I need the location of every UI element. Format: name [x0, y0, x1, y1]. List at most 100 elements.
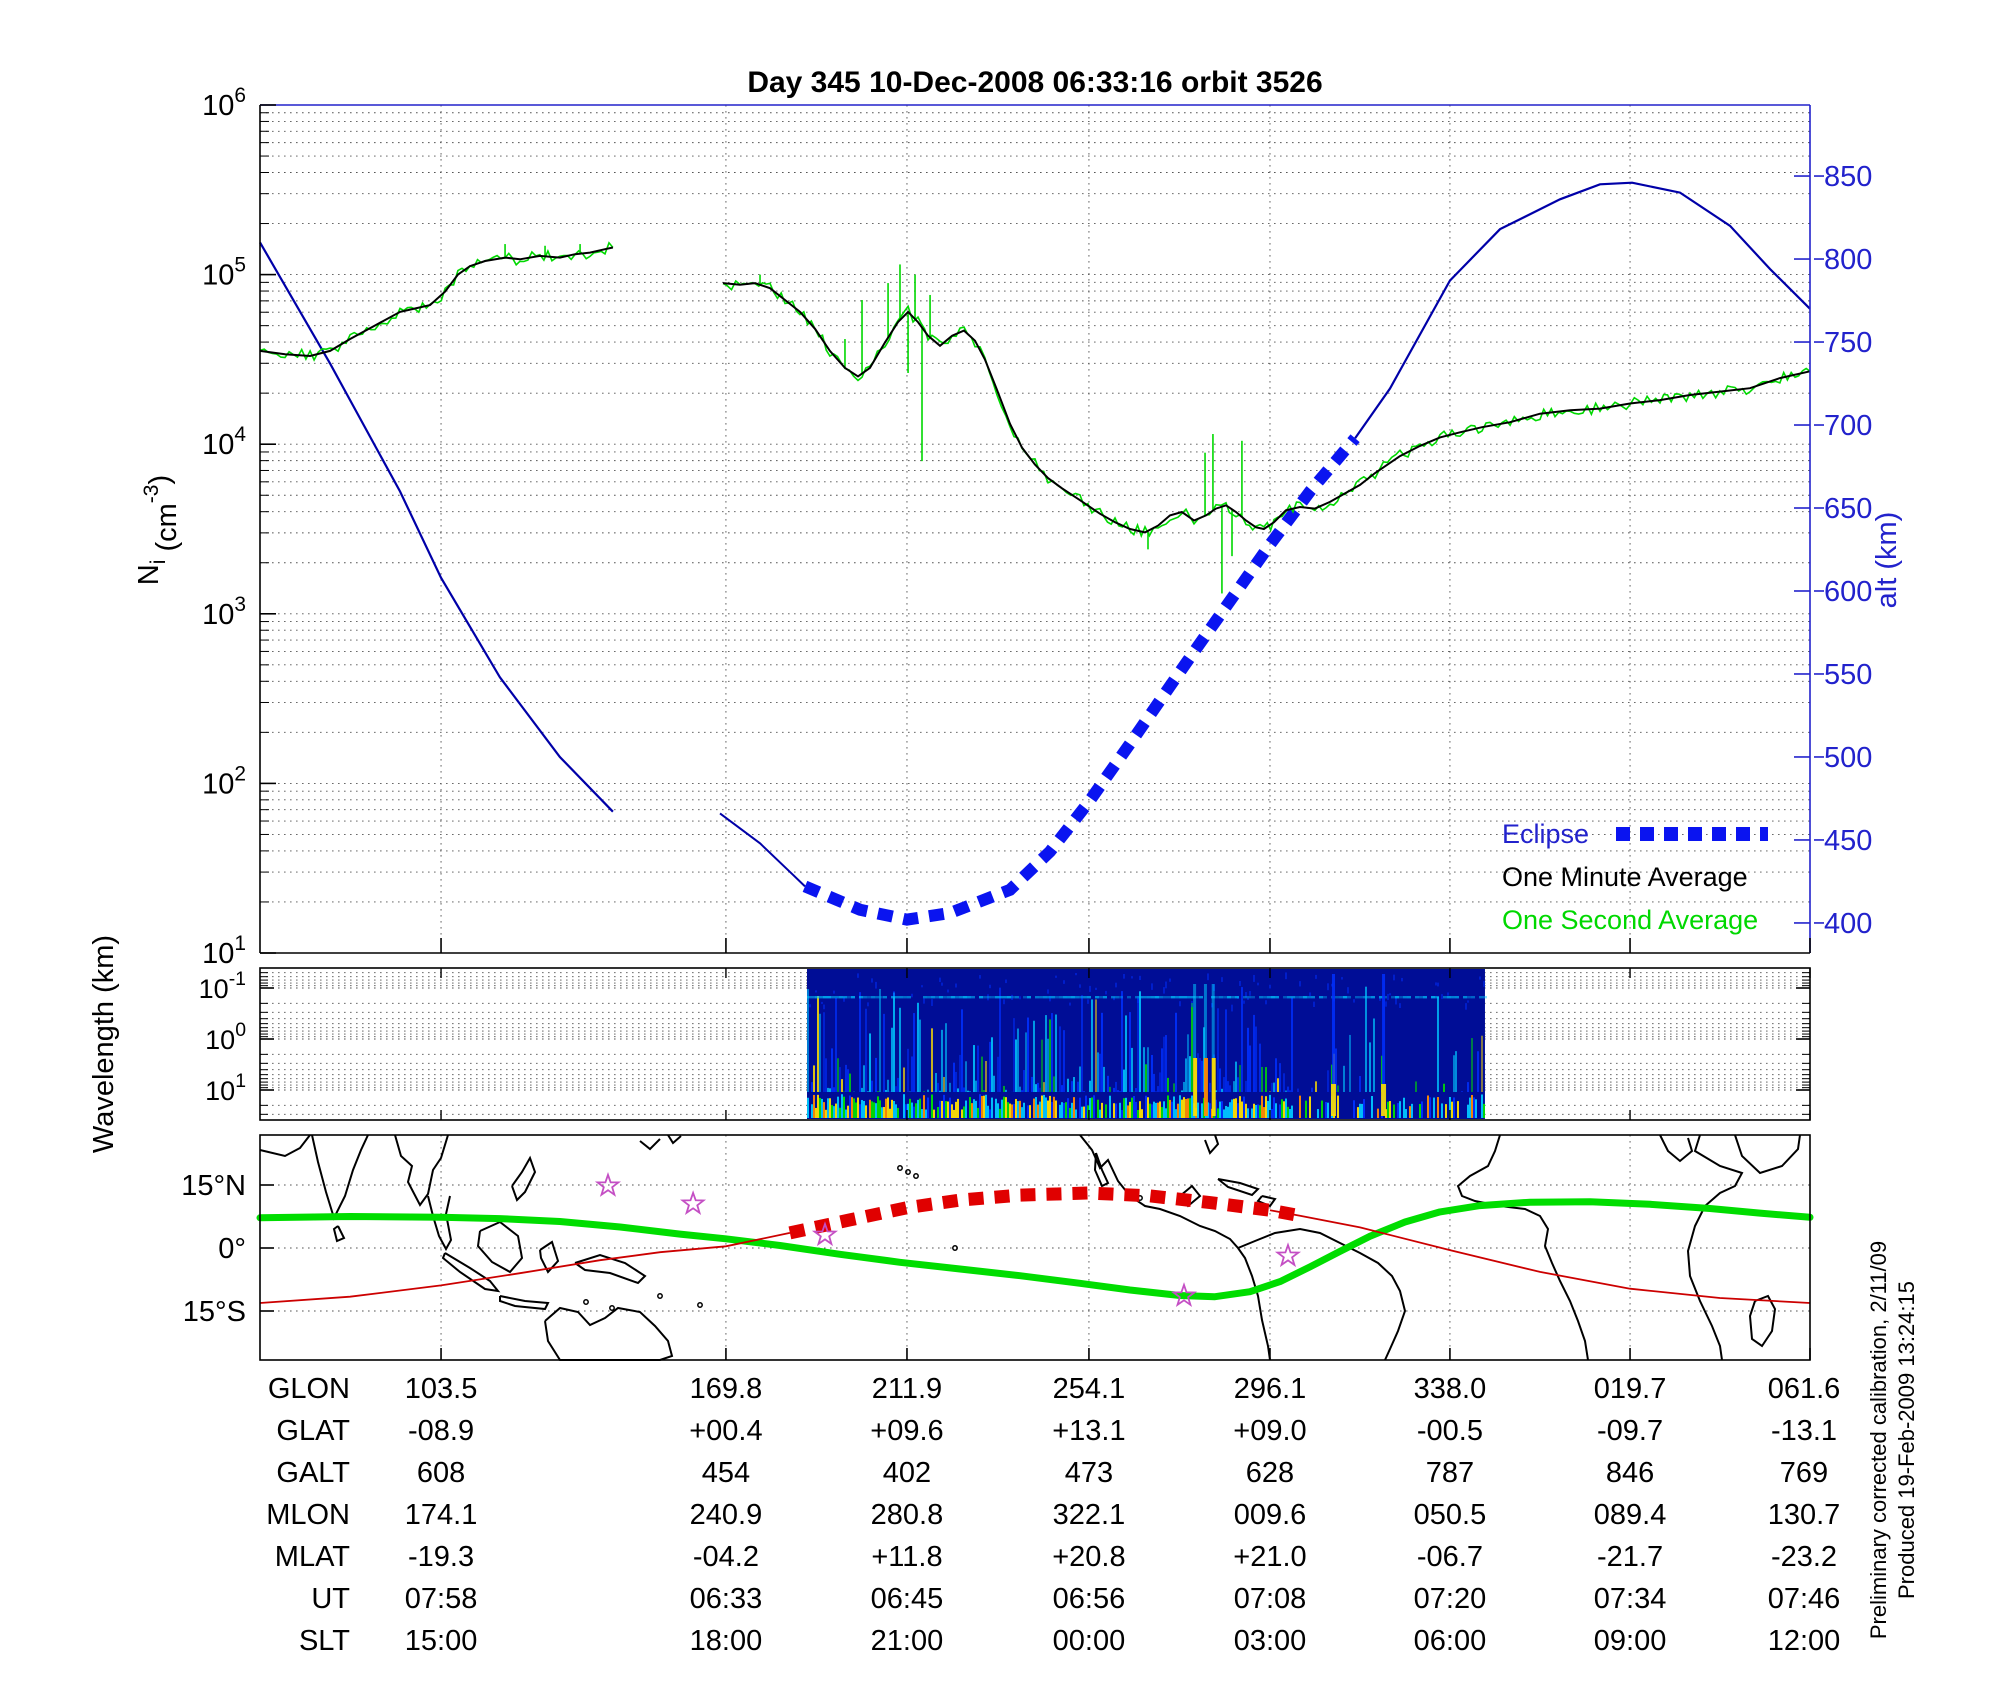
spec-streak: [1090, 999, 1093, 1092]
spec-streak: [1164, 1035, 1167, 1092]
spec-row-line: [1250, 996, 1255, 999]
spec-streak: [1144, 1095, 1147, 1118]
spec-row-line: [1226, 996, 1231, 999]
spec-row-line: [1366, 996, 1371, 999]
spec-streak: [1128, 1012, 1131, 1092]
spec-streak: [982, 1090, 985, 1092]
spec-streak: [882, 1106, 885, 1118]
spec-streak: [1158, 1072, 1161, 1092]
spec-speckle: [1378, 998, 1381, 1001]
spec-streak: [1082, 1090, 1085, 1092]
spec-streak: [1270, 1108, 1273, 1118]
spec-speckle: [922, 998, 925, 1004]
table-row-label-ut: UT: [311, 1583, 350, 1615]
spec-streak: [1308, 1096, 1311, 1118]
spec-streak: [1314, 1081, 1317, 1092]
coastline: [1204, 1134, 1220, 1155]
spec-row-line: [1470, 996, 1475, 999]
table-cell-mlat: -23.2: [1771, 1541, 1837, 1573]
spec-streak: [972, 1099, 975, 1118]
spec-row-line: [850, 996, 855, 999]
spec-streak: [1152, 1073, 1155, 1092]
spec-streak: [1180, 1090, 1183, 1092]
spec-streak: [864, 1008, 867, 1092]
spec-streak: [812, 1094, 815, 1118]
event-star-icon: [594, 1172, 621, 1197]
spec-streak: [1076, 1081, 1079, 1092]
spec-streak: [1006, 1102, 1009, 1118]
spec-row-line: [1306, 996, 1311, 999]
spec-streak: [876, 1096, 879, 1118]
spec-row-line: [1062, 996, 1067, 999]
legend-eclipse: Eclipse: [1502, 819, 1589, 849]
event-star-icon: [1274, 1242, 1302, 1268]
spec-streak: [1262, 1107, 1265, 1118]
spec-row-line: [1270, 996, 1275, 999]
spec-streak: [998, 987, 1001, 1092]
spec-streak: [1112, 1103, 1115, 1118]
spec-streak: [824, 1058, 827, 1092]
spec-speckle: [938, 977, 941, 983]
spec-streak: [1008, 1103, 1011, 1118]
spec-streak: [958, 1054, 961, 1092]
spec-streak: [1184, 1058, 1187, 1092]
spec-streak: [1186, 1098, 1189, 1118]
spec-streak: [1278, 1104, 1281, 1118]
spec-streak: [1016, 1028, 1019, 1092]
spec-row-line: [1362, 996, 1367, 999]
spec-streak: [1274, 1058, 1277, 1092]
spec-streak: [1128, 1101, 1131, 1118]
spec-streak: [930, 1094, 933, 1118]
spec-streak: [1080, 1106, 1083, 1118]
table-cell-mlon: 280.8: [871, 1499, 944, 1531]
spec-streak: [992, 1075, 995, 1092]
spec-streak: [936, 1107, 939, 1118]
spec-streak: [1166, 1077, 1169, 1092]
spec-streak: [1096, 1099, 1099, 1118]
spec-streak: [1070, 1081, 1073, 1092]
spec-streak: [1100, 1012, 1103, 1092]
one-second-average-line: [259, 241, 614, 362]
spec-streak: [1452, 1055, 1455, 1092]
panel2-frame: [259, 967, 1811, 1121]
spec-streak: [826, 1098, 829, 1118]
spec-speckle: [842, 997, 845, 1002]
spec-streak: [1036, 1104, 1039, 1118]
ground-track-line: [259, 1232, 791, 1304]
table-cell-glon: 211.9: [872, 1373, 942, 1405]
coastline: [1686, 1134, 1744, 1361]
spec-streak: [1222, 1109, 1225, 1118]
spec-streak: [1360, 1103, 1363, 1118]
spec-streak: [1402, 1097, 1405, 1118]
spec-row-line: [822, 996, 827, 999]
spec-streak: [960, 1009, 963, 1092]
spec-streak: [1238, 1065, 1241, 1092]
spec-streak: [1052, 1076, 1055, 1092]
spec-row-line: [1434, 996, 1439, 999]
spec-streak: [1166, 1095, 1169, 1118]
spec-streak: [1000, 1099, 1003, 1118]
spec-streak: [1396, 1103, 1399, 1118]
spec-speckle: [1268, 984, 1271, 989]
spec-speckle: [856, 973, 859, 978]
spec-bright-column: [1203, 984, 1207, 1058]
spec-row-line: [982, 996, 987, 999]
spec-streak: [1020, 1107, 1023, 1118]
spec-speckle: [1308, 992, 1311, 997]
spec-streak: [870, 1101, 873, 1118]
spec-streak: [1298, 1095, 1301, 1118]
spec-streak: [1168, 1099, 1171, 1118]
spec-streak: [966, 1090, 969, 1092]
altitude-line: [1354, 181, 1811, 439]
table-cell-ut: 07:58: [405, 1583, 478, 1615]
spec-streak: [1002, 1096, 1005, 1118]
spec-speckle: [822, 1004, 825, 1010]
spec-streak: [860, 1099, 863, 1118]
frame-layer: [259, 104, 1811, 1361]
ni-tick-label: 106: [202, 84, 246, 122]
spec-streak: [1018, 1100, 1021, 1118]
spec-streak: [1014, 1098, 1017, 1118]
spec-streak: [944, 1023, 947, 1092]
spec-row-line: [938, 996, 943, 999]
